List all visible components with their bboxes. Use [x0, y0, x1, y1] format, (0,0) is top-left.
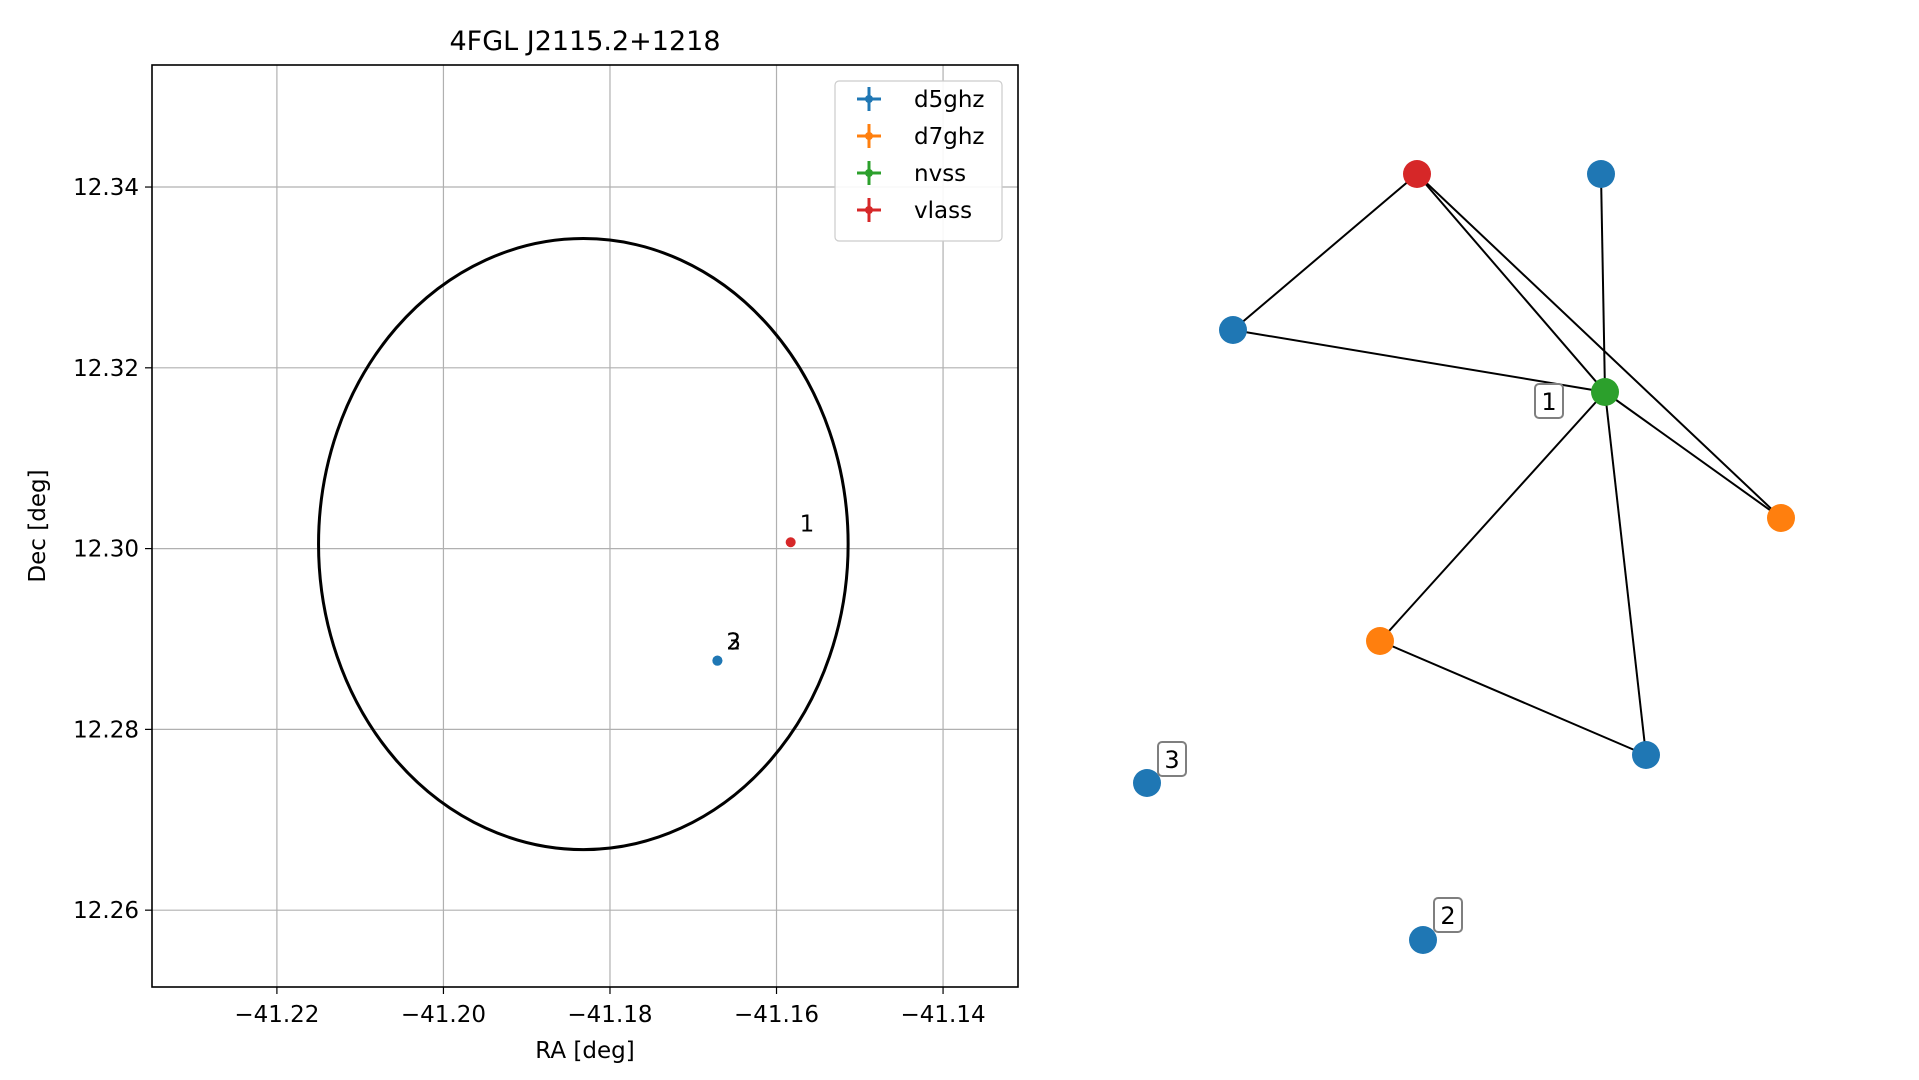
graph-node-label-box — [1534, 383, 1564, 419]
graph-edge — [1604, 391, 1647, 756]
source-point-vlass — [785, 537, 796, 548]
legend-marker-d7ghz — [865, 132, 873, 140]
graph-node-d7-right — [1767, 504, 1795, 532]
graph-edge — [1232, 173, 1418, 331]
legend-label-vlass: vlass — [914, 198, 972, 224]
x-tick-label: −41.16 — [734, 1002, 819, 1028]
graph-node-label-box — [1157, 741, 1187, 777]
graph-node-label: 3 — [1164, 746, 1179, 774]
chart-title: 4FGL J2115.2+1218 — [449, 26, 720, 57]
legend: d5ghz d7ghz nvss vlass — [834, 80, 1003, 242]
legend-marker-d5ghz — [865, 95, 873, 103]
graph-edges — [1232, 173, 1782, 756]
graph-node-d5-bottomright — [1632, 741, 1660, 769]
graph-node-nvss — [1591, 378, 1619, 406]
y-tick-label: 12.32 — [73, 356, 139, 382]
legend-marker-vlass — [865, 206, 873, 214]
graph-panel: 1 3 2 — [1133, 160, 1795, 954]
legend-frame — [834, 80, 1003, 242]
point-label: 1 — [800, 511, 815, 537]
graph-edge — [1379, 391, 1606, 642]
scatter-panel: −41.22 −41.20 −41.18 −41.16 −41.14 12.26 12.28… — [25, 26, 1019, 1064]
x-tick-label: −41.20 — [401, 1002, 486, 1028]
y-tick-label: 12.28 — [73, 717, 139, 743]
source-point-d5ghz — [712, 655, 723, 666]
graph-node-d5-left — [1219, 316, 1247, 344]
y-tick-label: 12.30 — [73, 537, 139, 563]
y-tick-label: 12.34 — [73, 175, 139, 201]
x-tick-label: −41.14 — [900, 1002, 985, 1028]
y-tick-label: 12.26 — [73, 898, 139, 924]
y-axis-label: Dec [deg] — [25, 469, 51, 582]
graph-node-d7-mid — [1366, 627, 1394, 655]
x-tick-label: −41.18 — [567, 1002, 652, 1028]
graph-edge — [1604, 391, 1782, 519]
point-label: 3 — [726, 630, 741, 656]
graph-node-label: 1 — [1541, 388, 1556, 416]
graph-node-d5-3 — [1133, 769, 1161, 797]
plot-frame — [151, 64, 1019, 988]
graph-node-label: 2 — [1440, 902, 1455, 930]
ticks: −41.22 −41.20 −41.18 −41.16 −41.14 12.26 12.28… — [73, 175, 985, 1028]
graph-edge — [1600, 173, 1606, 393]
graph-node-d5-2 — [1409, 926, 1437, 954]
legend-marker-nvss — [865, 169, 873, 177]
data-marks: 1 32 — [317, 237, 850, 852]
x-tick-label: −41.22 — [234, 1002, 319, 1028]
x-axis-label: RA [deg] — [535, 1038, 634, 1064]
graph-node-vlass — [1403, 160, 1431, 188]
legend-label-nvss: nvss — [914, 161, 966, 187]
graph-nodes: 1 3 2 — [1133, 160, 1795, 954]
legend-label-d5ghz: d5ghz — [914, 87, 984, 113]
graph-edge — [1379, 640, 1647, 756]
graph-edge — [1416, 173, 1606, 393]
graph-node-label-box — [1433, 897, 1463, 933]
legend-label-d7ghz: d7ghz — [914, 124, 984, 150]
point-label: 2 — [726, 630, 741, 656]
graph-edge — [1232, 329, 1606, 393]
graph-edge — [1416, 173, 1782, 519]
graph-node-d5-top — [1587, 160, 1615, 188]
error-ellipse — [317, 237, 850, 852]
